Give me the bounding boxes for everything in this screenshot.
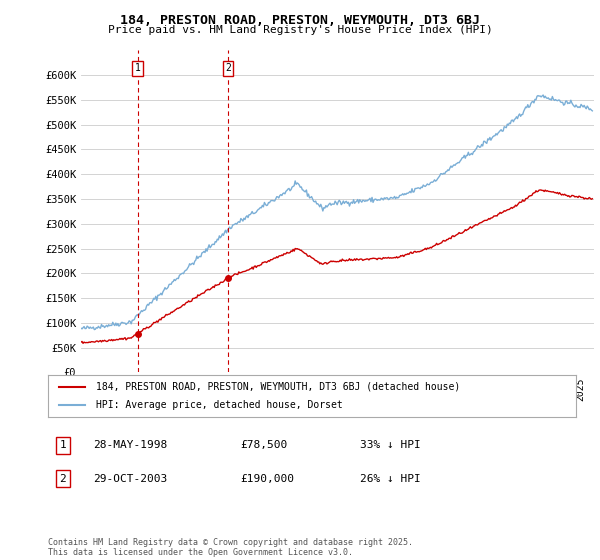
Text: £78,500: £78,500 bbox=[240, 440, 287, 450]
Text: 2: 2 bbox=[225, 63, 231, 73]
Text: 184, PRESTON ROAD, PRESTON, WEYMOUTH, DT3 6BJ: 184, PRESTON ROAD, PRESTON, WEYMOUTH, DT… bbox=[120, 14, 480, 27]
Text: 29-OCT-2003: 29-OCT-2003 bbox=[93, 474, 167, 484]
Text: Price paid vs. HM Land Registry's House Price Index (HPI): Price paid vs. HM Land Registry's House … bbox=[107, 25, 493, 35]
Text: 2: 2 bbox=[59, 474, 67, 484]
Text: 184, PRESTON ROAD, PRESTON, WEYMOUTH, DT3 6BJ (detached house): 184, PRESTON ROAD, PRESTON, WEYMOUTH, DT… bbox=[95, 382, 460, 392]
Text: 28-MAY-1998: 28-MAY-1998 bbox=[93, 440, 167, 450]
Text: Contains HM Land Registry data © Crown copyright and database right 2025.
This d: Contains HM Land Registry data © Crown c… bbox=[48, 538, 413, 557]
Text: 1: 1 bbox=[135, 63, 141, 73]
Text: HPI: Average price, detached house, Dorset: HPI: Average price, detached house, Dors… bbox=[95, 400, 342, 410]
Text: £190,000: £190,000 bbox=[240, 474, 294, 484]
Text: 26% ↓ HPI: 26% ↓ HPI bbox=[360, 474, 421, 484]
Text: 1: 1 bbox=[59, 440, 67, 450]
Text: 33% ↓ HPI: 33% ↓ HPI bbox=[360, 440, 421, 450]
